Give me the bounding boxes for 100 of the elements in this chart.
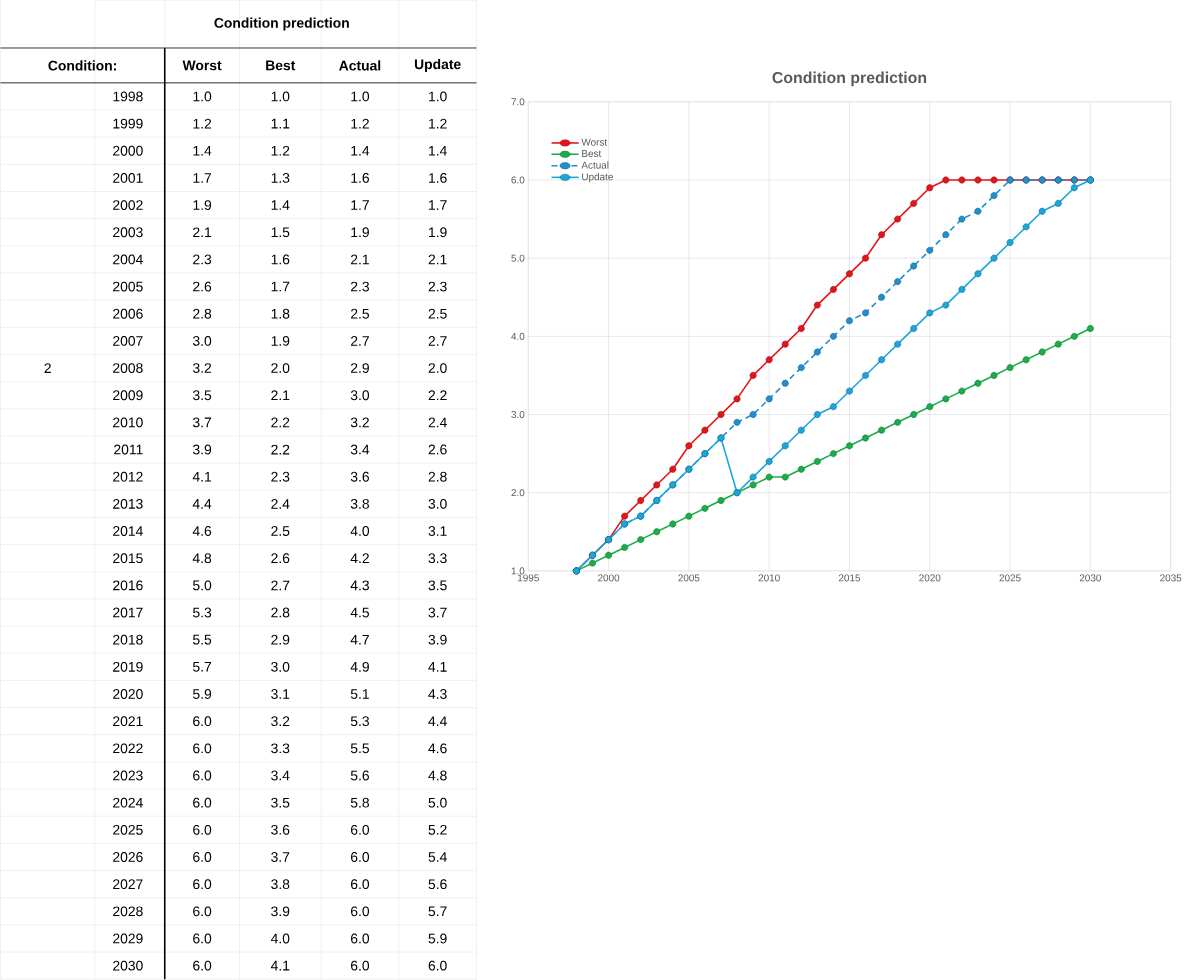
text: 1.5 <box>271 227 290 238</box>
text: 3.2 <box>350 417 369 428</box>
text: 1.7 <box>351 200 369 210</box>
category-label: 2008 <box>113 363 143 373</box>
category-label: 2004 <box>113 254 143 265</box>
text: 3.0 <box>271 661 290 672</box>
text: 4.6 <box>428 743 447 754</box>
text: 4.1 <box>428 662 447 672</box>
text: 2.1 <box>428 254 447 265</box>
text: 3.5 <box>428 580 447 591</box>
text: 1.0 <box>193 91 212 102</box>
text: 6.0 <box>350 879 370 890</box>
text: 5.5 <box>350 743 370 754</box>
text: 3.3 <box>271 743 290 754</box>
text: 6.0 <box>193 933 212 944</box>
text: 4.8 <box>192 553 212 564</box>
y-tick-label: 1.0 <box>511 567 525 575</box>
category-label: 2026 <box>113 852 143 862</box>
category-label: 2023 <box>113 770 143 781</box>
text: 2.2 <box>271 417 290 428</box>
text: 4.1 <box>270 960 290 971</box>
text: 4.3 <box>428 689 447 699</box>
text: 5.6 <box>428 879 447 890</box>
x-tick-label: 2000 <box>598 574 620 582</box>
text: 1.6 <box>429 172 447 183</box>
y-tick-label: 4.0 <box>511 332 525 340</box>
text: 2.3 <box>350 281 369 292</box>
category-label: 2028 <box>113 906 143 917</box>
text: 5.5 <box>192 634 212 645</box>
text: 2.7 <box>271 580 290 591</box>
category-label: 2016 <box>113 580 143 591</box>
text: 2.5 <box>271 526 290 536</box>
category-label: 1998 <box>113 91 143 102</box>
text: 4.0 <box>270 933 290 944</box>
text: 6.0 <box>193 852 212 862</box>
text: 5.7 <box>192 662 212 672</box>
text: 3.9 <box>192 444 212 455</box>
category-label: 2005 <box>113 281 143 292</box>
text: 1.6 <box>271 254 290 265</box>
text: 2.3 <box>271 471 290 482</box>
category-label: 2013 <box>113 498 143 509</box>
text: 6.0 <box>350 960 370 971</box>
text: 1.2 <box>429 118 447 129</box>
text: 2.3 <box>428 281 447 292</box>
category-label: 2017 <box>113 607 143 618</box>
category-label: 2009 <box>113 390 143 401</box>
x-tick-label: 2020 <box>919 574 941 582</box>
text: 2.6 <box>428 444 447 455</box>
text: 6.0 <box>350 933 370 944</box>
y-tick-label: 3.0 <box>511 411 525 419</box>
text: 6.0 <box>350 906 370 917</box>
text: 3.3 <box>428 553 447 564</box>
text: 5.7 <box>428 906 447 917</box>
text: 6.0 <box>193 879 212 890</box>
text: 2.2 <box>271 444 290 455</box>
text: 3.2 <box>192 363 212 373</box>
category-label: Update <box>414 58 461 72</box>
category-label: 2020 <box>113 689 143 699</box>
category-label: 2025 <box>113 824 143 835</box>
text: 2 <box>44 363 51 373</box>
text: 5.0 <box>428 797 447 808</box>
text: 1.2 <box>351 118 369 129</box>
x-tick-label: 2035 <box>1160 574 1182 582</box>
text: 1.7 <box>271 281 290 292</box>
text: 5.6 <box>350 770 369 781</box>
text: 3.9 <box>271 906 290 917</box>
text: 2.5 <box>428 308 447 319</box>
text: 6.0 <box>193 743 212 754</box>
text: 2.9 <box>271 634 290 645</box>
text: 6.0 <box>193 906 212 917</box>
category-label: 2006 <box>113 308 143 319</box>
text: 4.4 <box>428 716 447 726</box>
x-tick-label: 2015 <box>838 574 861 582</box>
category-label: 2019 <box>113 661 143 672</box>
category-label: 2022 <box>113 743 143 754</box>
text: 4.5 <box>350 607 370 618</box>
text: 6.0 <box>193 770 212 781</box>
text: 5.1 <box>350 689 369 699</box>
x-tick-label: 1995 <box>517 574 539 582</box>
text: Condition: <box>48 60 116 71</box>
y-tick-label: 2.0 <box>511 489 525 497</box>
text: 3.7 <box>428 607 447 618</box>
y-tick-label: 6.0 <box>511 176 525 184</box>
text: 3.7 <box>192 417 212 428</box>
text: 1.7 <box>429 200 447 210</box>
category-label: 2027 <box>113 879 143 890</box>
text: 1.4 <box>429 145 447 156</box>
text: 1.4 <box>351 145 370 156</box>
category-label: 2001 <box>113 172 143 183</box>
legend-label: Actual <box>581 161 609 169</box>
text: 1.9 <box>193 200 212 211</box>
text: 2.4 <box>428 417 447 428</box>
category-label: 2014 <box>113 526 143 536</box>
text: 3.0 <box>350 390 370 401</box>
text: 4.1 <box>192 471 212 482</box>
chart-title: Condition prediction <box>772 71 927 87</box>
text: 4.3 <box>350 580 369 591</box>
text: 2.0 <box>271 363 290 373</box>
category-label: 2024 <box>113 797 143 808</box>
category-label: 2011 <box>114 444 143 455</box>
